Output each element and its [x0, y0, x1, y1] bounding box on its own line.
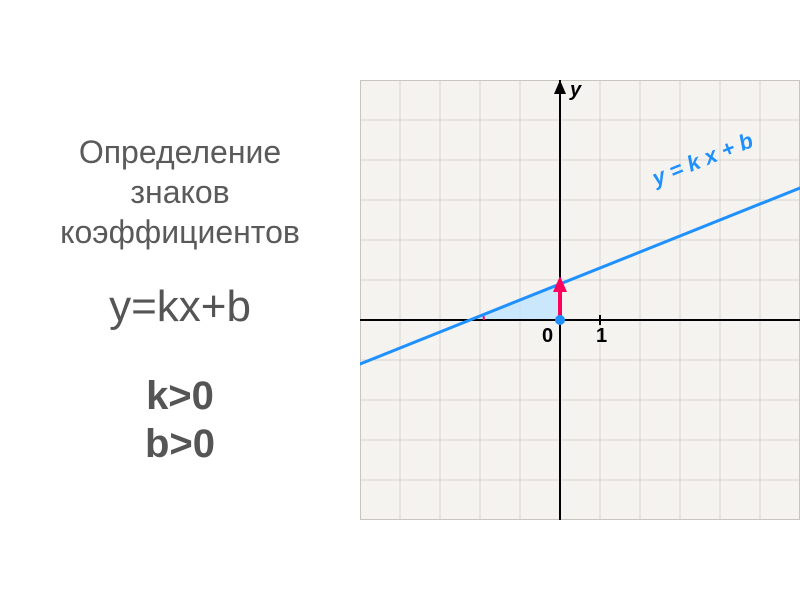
- svg-text:y: y: [569, 80, 582, 101]
- title-line-3: коэффициентов: [20, 212, 340, 252]
- left-text-panel: Определение знаков коэффициентов y=kx+b …: [0, 132, 350, 468]
- linear-function-chart: y01y = k x + b: [360, 80, 800, 520]
- title-line-2: знаков: [20, 172, 340, 212]
- graph-panel: y01y = k x + b: [360, 80, 800, 520]
- title-line-1: Определение: [20, 132, 340, 172]
- slide: Определение знаков коэффициентов y=kx+b …: [0, 0, 800, 600]
- condition-b: b>0: [20, 420, 340, 468]
- svg-text:0: 0: [542, 325, 553, 347]
- condition-k: k>0: [20, 372, 340, 420]
- conditions-block: k>0 b>0: [20, 372, 340, 468]
- title-block: Определение знаков коэффициентов: [20, 132, 340, 252]
- svg-text:1: 1: [596, 325, 607, 347]
- equation-text: y=kx+b: [20, 282, 340, 332]
